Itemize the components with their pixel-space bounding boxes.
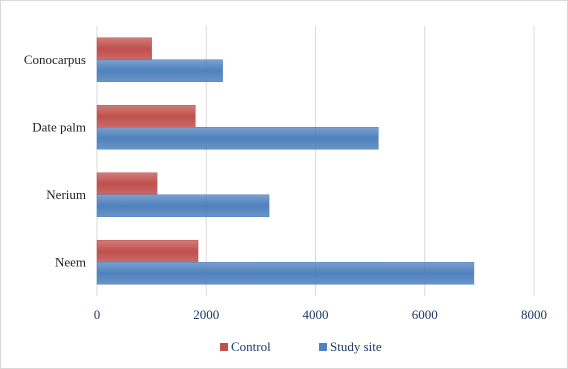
x-tick-labels: 0 2000 4000 6000 8000 [94, 307, 547, 322]
legend: Control Study site [220, 339, 382, 354]
category-label: Nerium [46, 187, 86, 202]
bar-control [97, 38, 152, 60]
category-label: Conocarpus [24, 52, 86, 67]
legend-label: Study site [330, 339, 382, 354]
bar-study-site [97, 127, 378, 149]
x-tick-label: 4000 [303, 307, 329, 322]
bar-study-site [97, 60, 223, 82]
category-label: Date palm [32, 119, 86, 134]
x-tick-label: 8000 [521, 307, 547, 322]
bar-control [97, 173, 157, 195]
bar-study-site [97, 195, 269, 217]
x-tick-label: 2000 [193, 307, 219, 322]
legend-swatch [220, 343, 228, 351]
legend-swatch [319, 343, 327, 351]
legend-label: Control [231, 339, 271, 354]
bar-study-site [97, 262, 474, 284]
category-label: Neem [55, 254, 86, 269]
x-tick-label: 6000 [412, 307, 438, 322]
category-labels: Conocarpus Date palm Nerium Neem [24, 52, 86, 270]
bars [97, 38, 474, 285]
bar-control [97, 105, 195, 127]
bar-control [97, 240, 198, 262]
x-tick-label: 0 [94, 307, 101, 322]
